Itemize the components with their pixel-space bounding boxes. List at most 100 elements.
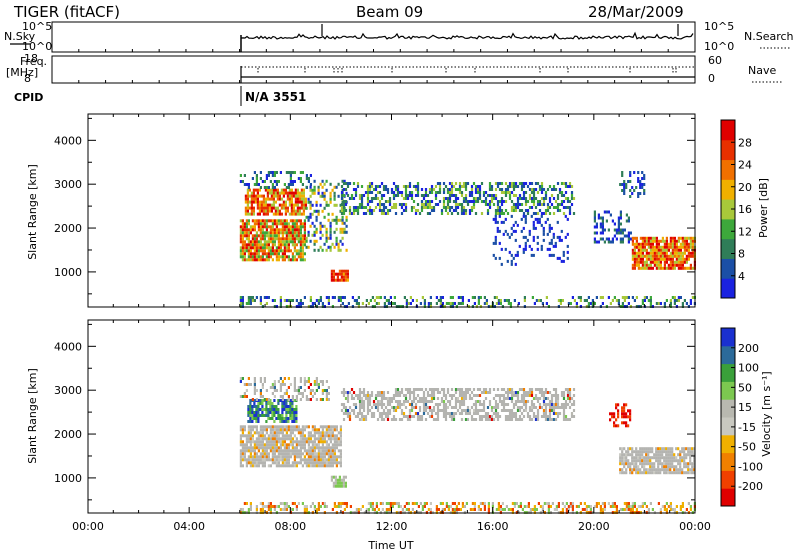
velocity-cell (369, 502, 372, 505)
velocity-cell (275, 461, 278, 465)
power-cell (243, 246, 246, 250)
power-cell (263, 296, 266, 299)
velocity-cell (466, 388, 470, 391)
power-cell (387, 299, 390, 302)
power-cell (276, 209, 279, 213)
velocity-cell (419, 502, 422, 505)
power-cell (247, 228, 250, 232)
power-cell (627, 231, 630, 235)
power-cell (304, 200, 307, 204)
velocity-cell (257, 455, 260, 459)
power-cell (244, 197, 247, 201)
power-cell (243, 183, 246, 186)
power-cell (302, 212, 305, 216)
power-cell (370, 200, 374, 203)
velocity-cell (297, 455, 300, 459)
velocity-cell (482, 409, 486, 412)
velocity-cell (554, 412, 558, 415)
power-cell (495, 296, 498, 299)
velocity-cell (691, 462, 694, 466)
power-cell (245, 258, 248, 262)
velocity-cell (255, 420, 258, 423)
power-cell (335, 236, 338, 240)
power-cell (641, 242, 644, 246)
velocity-cell (257, 431, 260, 435)
power-cell (633, 171, 636, 174)
power-cell (657, 302, 660, 305)
velocity-cell (655, 447, 658, 451)
power-cell (277, 243, 280, 247)
velocity-cell (625, 415, 628, 419)
power-cell (382, 206, 386, 209)
power-cell (301, 225, 304, 229)
power-cell (434, 203, 438, 206)
power-cell (472, 200, 476, 203)
velocity-cell (653, 453, 656, 457)
power-cell (315, 218, 318, 222)
velocity-cell (497, 505, 500, 508)
velocity-cell (311, 452, 314, 456)
velocity-cell (327, 437, 330, 441)
velocity-cell (685, 465, 688, 469)
velocity-cell (565, 508, 568, 511)
power-cell (685, 266, 688, 270)
power-cell (685, 302, 688, 305)
power-cell (304, 203, 307, 207)
power-cell (613, 222, 616, 226)
power-cell (263, 231, 266, 235)
velocity-cell (460, 409, 464, 412)
velocity-cell (681, 502, 684, 505)
velocity-cell (655, 459, 658, 463)
velocity-cell (273, 449, 276, 453)
velocity-cell (370, 415, 374, 418)
velocity-cell (671, 453, 674, 457)
power-colorbar-tick-label: 20 (738, 181, 752, 194)
velocity-cell (334, 478, 337, 482)
velocity-cell (289, 508, 292, 511)
power-cell (641, 263, 644, 267)
velocity-cell (287, 398, 290, 401)
power-cell (661, 236, 664, 240)
velocity-cell (291, 508, 294, 511)
velocity-cell (552, 409, 556, 412)
velocity-cell (619, 468, 622, 472)
velocity-cell (283, 408, 286, 411)
velocity-cell (639, 471, 642, 475)
power-cell (504, 188, 508, 191)
power-cell (342, 278, 345, 282)
power-cell (289, 299, 292, 302)
velocity-cell (496, 388, 500, 391)
power-cell (570, 197, 574, 200)
power-cell (518, 194, 522, 197)
velocity-cell (494, 403, 498, 406)
velocity-cell (639, 453, 642, 457)
power-cell (458, 203, 462, 206)
power-cell (450, 194, 454, 197)
velocity-cell (321, 425, 324, 429)
velocity-cell (386, 400, 390, 403)
velocity-cell (394, 391, 398, 394)
power-cell (572, 212, 576, 215)
velocity-cell (323, 389, 326, 392)
power-cell (239, 234, 242, 238)
power-cell (241, 240, 244, 244)
power-cell (296, 188, 299, 192)
power-cell (275, 219, 278, 223)
power-cell (488, 206, 492, 209)
power-cell (657, 239, 660, 243)
velocity-cell (665, 508, 668, 511)
velocity-cell (429, 508, 432, 511)
velocity-cell (649, 465, 652, 469)
power-cell (293, 246, 296, 250)
power-cell (305, 239, 308, 243)
power-colorbar-swatch (721, 258, 735, 279)
power-cell (346, 278, 349, 282)
velocity-cell (261, 440, 264, 444)
power-cell (633, 266, 636, 270)
power-cell (476, 197, 480, 200)
velocity-cell (263, 398, 266, 401)
velocity-cell (546, 418, 550, 421)
power-cell (441, 296, 444, 299)
power-cell (341, 227, 344, 231)
power-cell (404, 191, 408, 194)
